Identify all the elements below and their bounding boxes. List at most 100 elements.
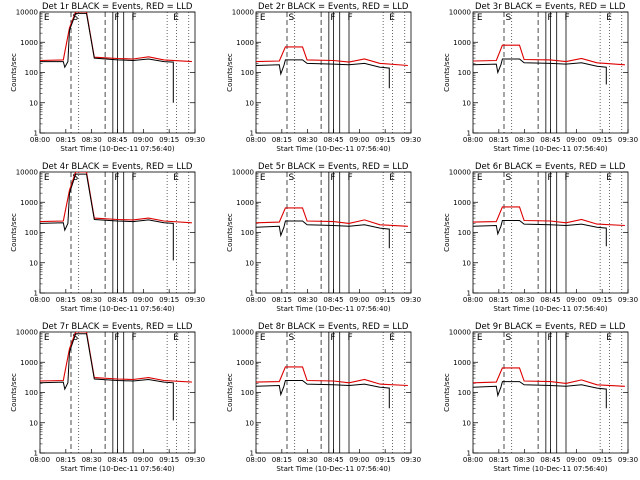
panel-title: Det 1r BLACK = Events, RED = LLD	[42, 2, 193, 12]
y-tick-label: 10	[245, 99, 254, 107]
flag-label: E	[389, 333, 395, 343]
x-tick-label: 08:15	[56, 136, 76, 144]
flag-label: E	[260, 173, 266, 183]
events-series-line	[40, 333, 174, 421]
y-tick-label: 10000	[232, 329, 254, 337]
y-tick-label: 1000	[20, 39, 38, 47]
flag-label: F	[564, 173, 569, 183]
x-tick-label: 08:45	[323, 136, 343, 144]
flag-label: E	[260, 333, 266, 343]
events-series-line	[256, 220, 390, 249]
events-series-line	[256, 59, 390, 89]
y-tick-label: 10000	[16, 9, 38, 17]
flag-label: F	[114, 173, 119, 183]
x-tick-label: 09:00	[133, 296, 153, 304]
x-tick-label: 09:30	[185, 296, 205, 304]
x-tick-label: 09:30	[618, 456, 638, 464]
y-axis-label: Counts/sec	[226, 53, 234, 92]
x-tick-label: 09:30	[185, 456, 205, 464]
flag-label: E	[606, 333, 612, 343]
x-tick-label: 08:00	[30, 136, 50, 144]
x-tick-label: 08:15	[272, 296, 292, 304]
x-tick-label: 09:30	[618, 296, 638, 304]
y-tick-label: 10	[245, 419, 254, 427]
flag-label: E	[606, 173, 612, 183]
y-axis-label: Counts/sec	[10, 373, 18, 412]
x-axis-label: Start Time (10-Dec-11 07:56:40)	[60, 465, 174, 473]
x-tick-label: 08:45	[540, 456, 560, 464]
x-tick-label: 09:00	[566, 136, 586, 144]
flag-label: E	[389, 173, 395, 183]
y-tick-label: 10000	[232, 9, 254, 17]
events-series-line	[256, 380, 390, 409]
x-axis-label: Start Time (10-Dec-11 07:56:40)	[60, 305, 174, 313]
y-tick-label: 1000	[453, 359, 471, 367]
events-series-line	[40, 173, 174, 261]
flag-label: S	[506, 13, 512, 23]
y-tick-label: 100	[241, 389, 254, 397]
x-tick-label: 08:00	[246, 456, 266, 464]
y-tick-label: 100	[458, 389, 471, 397]
y-tick-label: 10	[29, 99, 38, 107]
y-axis-label: Counts/sec	[443, 213, 451, 252]
y-tick-label: 1	[34, 290, 38, 298]
flag-label: E	[44, 173, 50, 183]
flag-label: E	[606, 13, 612, 23]
flag-label: S	[73, 13, 79, 23]
lld-series-line	[256, 366, 408, 387]
x-tick-label: 09:00	[349, 456, 369, 464]
y-tick-label: 1000	[453, 39, 471, 47]
flag-label: E	[173, 333, 179, 343]
x-tick-label: 08:45	[323, 296, 343, 304]
flag-label: S	[289, 333, 295, 343]
y-tick-label: 1	[467, 290, 471, 298]
panel-title: Det 5r BLACK = Events, RED = LLD	[258, 162, 409, 172]
y-tick-label: 100	[241, 69, 254, 77]
x-tick-label: 08:00	[30, 456, 50, 464]
y-tick-label: 1000	[20, 199, 38, 207]
y-tick-label: 100	[458, 229, 471, 237]
lld-series-line	[256, 46, 408, 67]
y-tick-label: 10000	[449, 9, 471, 17]
y-axis-label: Counts/sec	[10, 213, 18, 252]
x-tick-label: 08:30	[298, 296, 318, 304]
events-series-line	[473, 381, 607, 409]
y-tick-label: 100	[25, 389, 38, 397]
y-tick-label: 100	[25, 229, 38, 237]
panel-title: Det 6r BLACK = Events, RED = LLD	[475, 162, 626, 172]
x-axis-label: Start Time (10-Dec-11 07:56:40)	[493, 305, 607, 313]
flag-label: S	[289, 13, 295, 23]
lld-series-line	[473, 44, 625, 66]
x-tick-label: 09:15	[375, 296, 395, 304]
x-tick-label: 09:15	[592, 296, 612, 304]
y-tick-label: 10	[462, 419, 471, 427]
x-tick-label: 09:00	[566, 296, 586, 304]
flag-label: F	[330, 173, 335, 183]
panel-title: Det 2r BLACK = Events, RED = LLD	[258, 2, 409, 12]
panel-title: Det 9r BLACK = Events, RED = LLD	[475, 322, 626, 332]
x-axis-label: Start Time (10-Dec-11 07:56:40)	[276, 145, 390, 153]
y-tick-label: 1000	[453, 199, 471, 207]
y-tick-label: 1	[34, 130, 38, 138]
flag-label: S	[506, 333, 512, 343]
x-tick-label: 08:15	[56, 456, 76, 464]
flag-label: E	[477, 13, 483, 23]
flag-label: S	[506, 173, 512, 183]
y-tick-label: 1000	[236, 359, 254, 367]
y-axis-label: Counts/sec	[10, 53, 18, 92]
x-tick-label: 08:00	[463, 456, 483, 464]
y-tick-label: 10000	[449, 169, 471, 177]
flag-label: S	[289, 173, 295, 183]
y-tick-label: 10	[29, 419, 38, 427]
x-axis-label: Start Time (10-Dec-11 07:56:40)	[493, 145, 607, 153]
flag-label: F	[547, 173, 552, 183]
panel-title: Det 8r BLACK = Events, RED = LLD	[258, 322, 409, 332]
x-tick-label: 09:30	[185, 136, 205, 144]
flag-label: F	[347, 13, 352, 23]
y-tick-label: 1	[34, 450, 38, 458]
x-tick-label: 09:15	[375, 456, 395, 464]
panel-title: Det 4r BLACK = Events, RED = LLD	[42, 162, 193, 172]
